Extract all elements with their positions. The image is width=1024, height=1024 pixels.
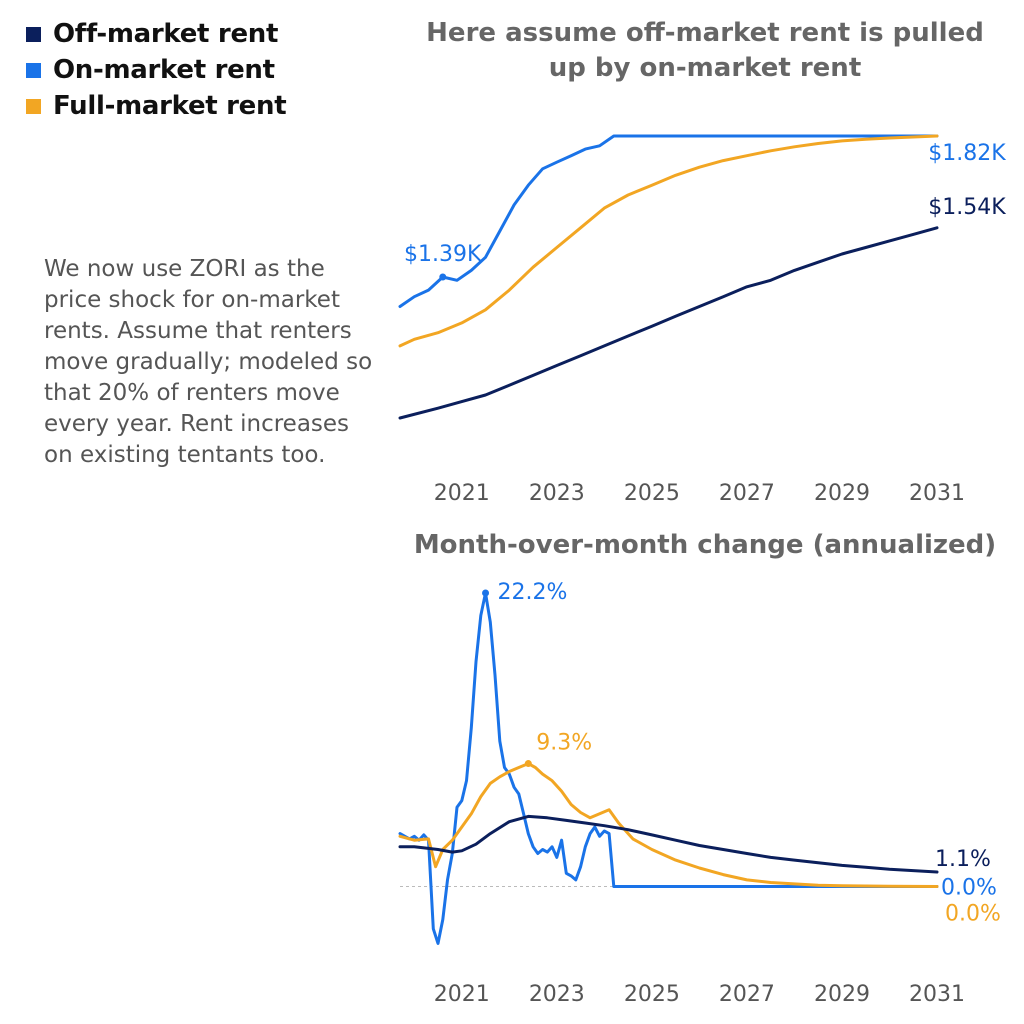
series-line-full-market-rent [398, 134, 939, 348]
annotation-label-off-market-end: $1.54K [928, 195, 1006, 220]
legend-label-off-market: Off-market rent [53, 19, 279, 49]
chart-price: 2021 2023 2025 2027 2029 2031 $1.39K $1.82K $1.5… [398, 134, 1006, 506]
x-tick-label: 2031 [909, 982, 965, 1007]
x-tick-label: 2021 [434, 481, 490, 506]
x-tick-label: 2025 [624, 481, 680, 506]
annotation-dot-on-market-start [439, 273, 447, 281]
annotation-dot-full-market-peak [524, 760, 532, 768]
series-line-off-market-rent [398, 226, 939, 420]
x-tick-label: 2027 [719, 481, 775, 506]
series-line-on-market-rent [398, 591, 939, 945]
x-tick-label: 2029 [814, 481, 870, 506]
legend-item-on-market: On-market rent [26, 52, 286, 88]
x-tick-label: 2031 [909, 481, 965, 506]
x-tick-label: 2021 [434, 982, 490, 1007]
annotation-label-on-market-peak: 22.2% [498, 580, 568, 605]
series-line-off-market-rent [398, 814, 939, 874]
annotation-label-on-market-start: $1.39K [404, 242, 482, 267]
legend-swatch-off-market [26, 26, 41, 42]
annotation-dot-on-market-peak [482, 589, 490, 597]
explanatory-note: We now use ZORI as the price shock for o… [44, 256, 373, 468]
series-line-full-market-rent [398, 762, 939, 888]
legend-item-full-market: Full-market rent [26, 88, 287, 124]
annotation-label-off-market-end: 1.1% [935, 847, 991, 872]
x-tick-label: 2023 [529, 481, 585, 506]
annotation-label-full-market-end: 0.0% [945, 902, 1001, 927]
annotation-label-full-market-peak: 9.3% [536, 731, 592, 756]
chart-change: 2021 2023 2025 2027 2029 2031 22.2% 9.3% 1.1% 0.0… [398, 580, 1001, 1007]
bottom-chart-title: Month-over-month change (annualized) [413, 530, 997, 560]
legend: Off-market rent On-market rent Full-mark… [26, 16, 287, 124]
legend-swatch-full-market [26, 98, 41, 114]
series-line-on-market-rent [398, 134, 939, 308]
legend-swatch-on-market [26, 62, 41, 78]
x-tick-label: 2023 [529, 982, 585, 1007]
x-tick-label: 2027 [719, 982, 775, 1007]
x-tick-label: 2025 [624, 982, 680, 1007]
top-chart-title: Here assume off-market rent is pulled up… [426, 18, 984, 83]
annotation-label-on-market-end: 0.0% [941, 876, 997, 901]
legend-label-full-market: Full-market rent [53, 91, 287, 121]
legend-label-on-market: On-market rent [53, 55, 275, 85]
annotation-label-on-market-end: $1.82K [928, 141, 1006, 166]
x-tick-label: 2029 [814, 982, 870, 1007]
legend-item-off-market: Off-market rent [26, 16, 286, 52]
